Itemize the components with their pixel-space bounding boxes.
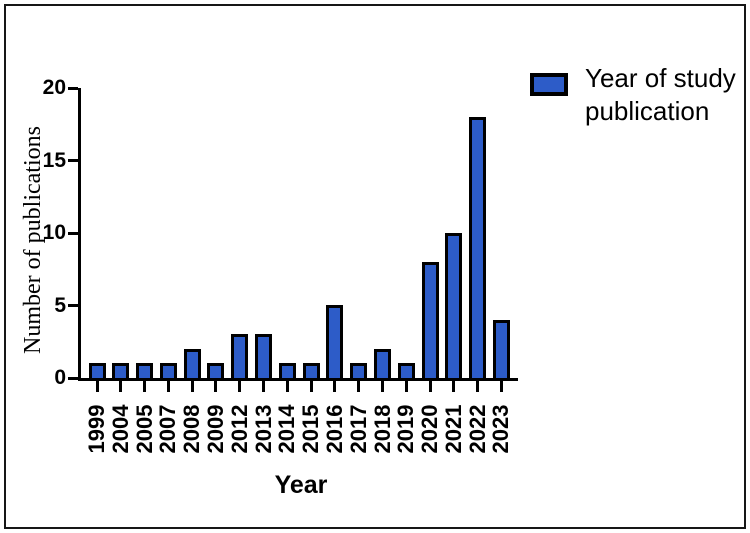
x-tick-label-2004: 2004 <box>107 404 133 454</box>
y-axis-line <box>78 88 81 381</box>
x-tick-2017 <box>357 381 361 392</box>
y-tick-15 <box>68 159 78 162</box>
x-tick-label-2019: 2019 <box>393 404 419 454</box>
x-tick-2014 <box>285 381 289 392</box>
x-tick-2016 <box>333 381 337 392</box>
bar-2015 <box>302 363 320 378</box>
x-tick-label-2021: 2021 <box>440 404 466 454</box>
x-tick-2018 <box>381 381 385 392</box>
y-tick-label-5: 5 <box>54 293 66 317</box>
bar-2012 <box>231 334 249 378</box>
bar-2008 <box>183 349 201 378</box>
x-tick-label-2008: 2008 <box>179 404 205 454</box>
legend-label-line2: publication <box>585 96 710 126</box>
y-tick-label-10: 10 <box>42 221 66 244</box>
bar-2004 <box>112 363 130 378</box>
bar-1999 <box>88 363 106 378</box>
x-tick-label-2018: 2018 <box>369 404 395 454</box>
x-tick-label-2014: 2014 <box>274 404 300 454</box>
bar-2018 <box>374 349 392 378</box>
y-tick-10 <box>68 231 78 235</box>
x-tick-2012 <box>238 381 242 392</box>
legend-swatch <box>530 73 568 96</box>
x-tick-1999 <box>95 381 99 392</box>
y-tick-label-0: 0 <box>54 366 66 389</box>
y-tick-label-15: 15 <box>42 148 66 172</box>
bar-2016 <box>326 305 344 378</box>
x-tick-label-2005: 2005 <box>131 404 157 454</box>
y-tick-0 <box>68 376 78 380</box>
x-tick-2007 <box>166 381 170 392</box>
x-tick-label-2012: 2012 <box>226 404 252 454</box>
bar-2023 <box>492 320 510 378</box>
x-axis-title: Year <box>274 471 328 499</box>
x-tick-2008 <box>190 381 194 392</box>
x-axis-line <box>78 378 518 381</box>
bar-2005 <box>136 363 154 378</box>
x-tick-2023 <box>499 381 503 392</box>
x-tick-label-2023: 2023 <box>488 404 514 454</box>
bar-2014 <box>278 363 296 378</box>
x-tick-label-2013: 2013 <box>250 404 276 454</box>
x-tick-label-2009: 2009 <box>202 404 228 454</box>
x-tick-label-2015: 2015 <box>298 404 324 454</box>
x-tick-2015 <box>309 381 313 392</box>
bar-2021 <box>445 233 463 378</box>
bar-2013 <box>255 334 273 378</box>
x-tick-2021 <box>452 381 456 392</box>
x-tick-label-2016: 2016 <box>321 404 347 454</box>
x-tick-2004 <box>119 381 123 392</box>
legend: Year of study publication <box>530 62 736 128</box>
bar-2019 <box>397 363 415 378</box>
x-tick-2009 <box>214 381 218 392</box>
bar-2020 <box>421 262 439 378</box>
x-tick-label-2022: 2022 <box>464 404 490 454</box>
legend-label-line1: Year of study <box>585 63 736 93</box>
y-tick-label-20: 20 <box>42 76 66 99</box>
x-tick-2020 <box>428 381 432 392</box>
legend-label: Year of study publication <box>585 62 736 128</box>
x-tick-2005 <box>143 381 147 392</box>
bar-2009 <box>207 363 225 378</box>
bar-2017 <box>350 363 368 378</box>
bar-2007 <box>159 363 177 378</box>
x-tick-2013 <box>262 381 266 392</box>
x-tick-2022 <box>476 381 480 392</box>
x-tick-2019 <box>404 381 408 392</box>
x-tick-label-2007: 2007 <box>155 404 181 454</box>
x-tick-label-2020: 2020 <box>417 404 443 454</box>
x-tick-label-1999: 1999 <box>84 404 109 454</box>
y-tick-20 <box>68 86 78 90</box>
x-tick-label-2017: 2017 <box>345 404 371 454</box>
bar-2022 <box>469 117 487 378</box>
y-tick-5 <box>68 304 78 307</box>
